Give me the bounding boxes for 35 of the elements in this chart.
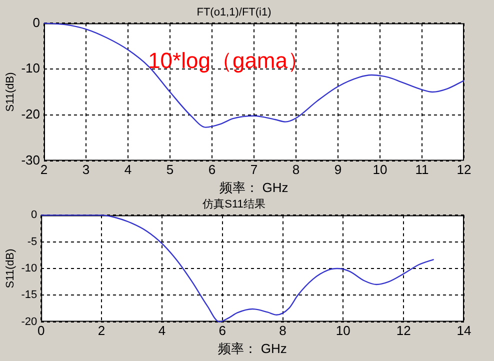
x-tick-label: 6 xyxy=(218,323,226,338)
y-axis-title: S11(dB) xyxy=(4,72,17,112)
y-tick-label: -30 xyxy=(21,152,40,168)
x-tick-label: 14 xyxy=(456,323,472,338)
y-tick-label: -15 xyxy=(21,289,38,302)
x-tick-label: 4 xyxy=(124,162,132,178)
y-tick-label: 0 xyxy=(30,209,38,222)
y-tick-label: -10 xyxy=(21,60,40,76)
y-tick-label: -20 xyxy=(21,316,38,328)
x-tick-label: 3 xyxy=(82,162,90,178)
x-tick-label: 9 xyxy=(334,162,342,178)
x-tick-label: 10 xyxy=(372,162,388,178)
x-tick-label: 10 xyxy=(336,323,350,338)
x-tick-label: 8 xyxy=(292,162,300,178)
x-tick-label: 8 xyxy=(279,323,286,338)
x-tick-label: 7 xyxy=(250,162,258,178)
x-tick-label: 11 xyxy=(415,162,429,178)
chart-title: FT(o1,1)/FT(i1) xyxy=(196,6,272,19)
chart-title: 仿真S11结果 xyxy=(202,198,266,211)
x-tick-label: 2 xyxy=(98,323,106,338)
y-axis-title: S11(dB) xyxy=(4,248,17,288)
y-tick-label: -5 xyxy=(27,236,38,248)
x-tick-label: 5 xyxy=(166,162,174,178)
x-axis-title: 频率： GHz xyxy=(220,180,288,195)
y-tick-label: -10 xyxy=(21,262,38,275)
y-tick-label: -20 xyxy=(21,106,40,122)
x-tick-label: 12 xyxy=(396,323,411,338)
line-series xyxy=(40,214,434,322)
x-tick-label: 4 xyxy=(158,323,166,338)
annotation: 10*log（gama） xyxy=(148,48,310,73)
x-axis-title: 频率： GHz xyxy=(218,340,287,356)
x-tick-label: 2 xyxy=(40,162,48,178)
y-tick-label: 0 xyxy=(32,14,40,30)
x-tick-label: 12 xyxy=(456,162,472,178)
x-tick-label: 6 xyxy=(208,162,216,178)
